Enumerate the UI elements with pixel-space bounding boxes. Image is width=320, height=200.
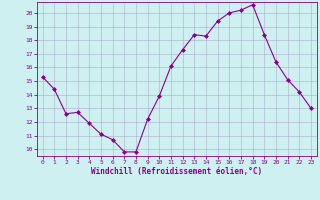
X-axis label: Windchill (Refroidissement éolien,°C): Windchill (Refroidissement éolien,°C) [91,167,262,176]
